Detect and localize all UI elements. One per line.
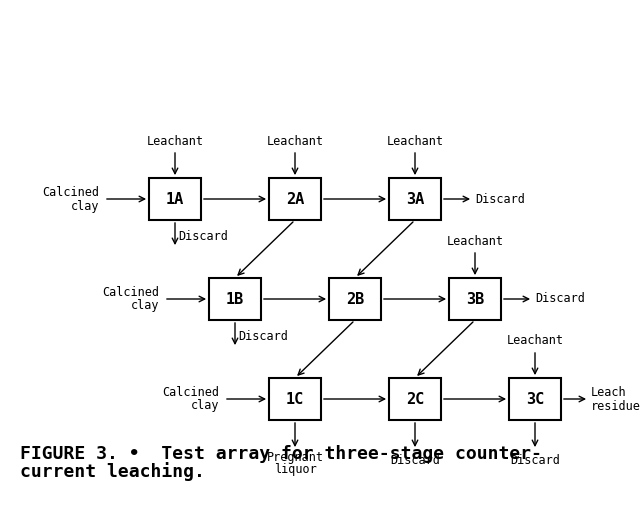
Text: 2B: 2B	[346, 292, 364, 306]
Text: 3A: 3A	[406, 191, 424, 207]
Text: Discard: Discard	[535, 293, 585, 305]
Text: FIGURE 3. •  Test array for three-stage counter-: FIGURE 3. • Test array for three-stage c…	[20, 445, 542, 463]
Text: Discard: Discard	[510, 454, 560, 467]
Bar	[449, 278, 501, 320]
Bar	[269, 378, 321, 420]
Text: current leaching.: current leaching.	[20, 463, 205, 482]
Text: 1C: 1C	[286, 391, 304, 407]
Text: clay: clay	[190, 400, 219, 412]
Text: Discard: Discard	[475, 192, 525, 206]
Text: Discard: Discard	[238, 329, 288, 343]
Text: 1A: 1A	[166, 191, 184, 207]
Text: Calcined: Calcined	[162, 385, 219, 399]
Text: Leachant: Leachant	[386, 134, 444, 148]
Text: Discard: Discard	[178, 230, 228, 242]
Bar	[149, 178, 201, 220]
Text: liquor: liquor	[274, 463, 316, 475]
Text: Leach: Leach	[591, 385, 627, 399]
Bar	[269, 178, 321, 220]
Text: Pregnant: Pregnant	[266, 451, 323, 465]
Text: Calcined: Calcined	[42, 185, 99, 199]
Text: Calcined: Calcined	[102, 286, 159, 298]
Text: 2C: 2C	[406, 391, 424, 407]
Bar	[209, 278, 261, 320]
Text: 1B: 1B	[226, 292, 244, 306]
Text: clay: clay	[131, 299, 159, 313]
Text: 3B: 3B	[466, 292, 484, 306]
Text: Leachant: Leachant	[446, 235, 503, 247]
Bar	[389, 378, 441, 420]
Text: Leachant: Leachant	[266, 134, 323, 148]
Bar	[389, 178, 441, 220]
Text: Leachant: Leachant	[507, 334, 563, 348]
Bar	[509, 378, 561, 420]
Text: Leachant: Leachant	[147, 134, 203, 148]
Text: 2A: 2A	[286, 191, 304, 207]
Text: clay: clay	[71, 200, 99, 212]
Text: 3C: 3C	[526, 391, 544, 407]
Text: residue: residue	[591, 400, 641, 412]
Text: Discard: Discard	[390, 454, 440, 467]
Bar	[329, 278, 381, 320]
